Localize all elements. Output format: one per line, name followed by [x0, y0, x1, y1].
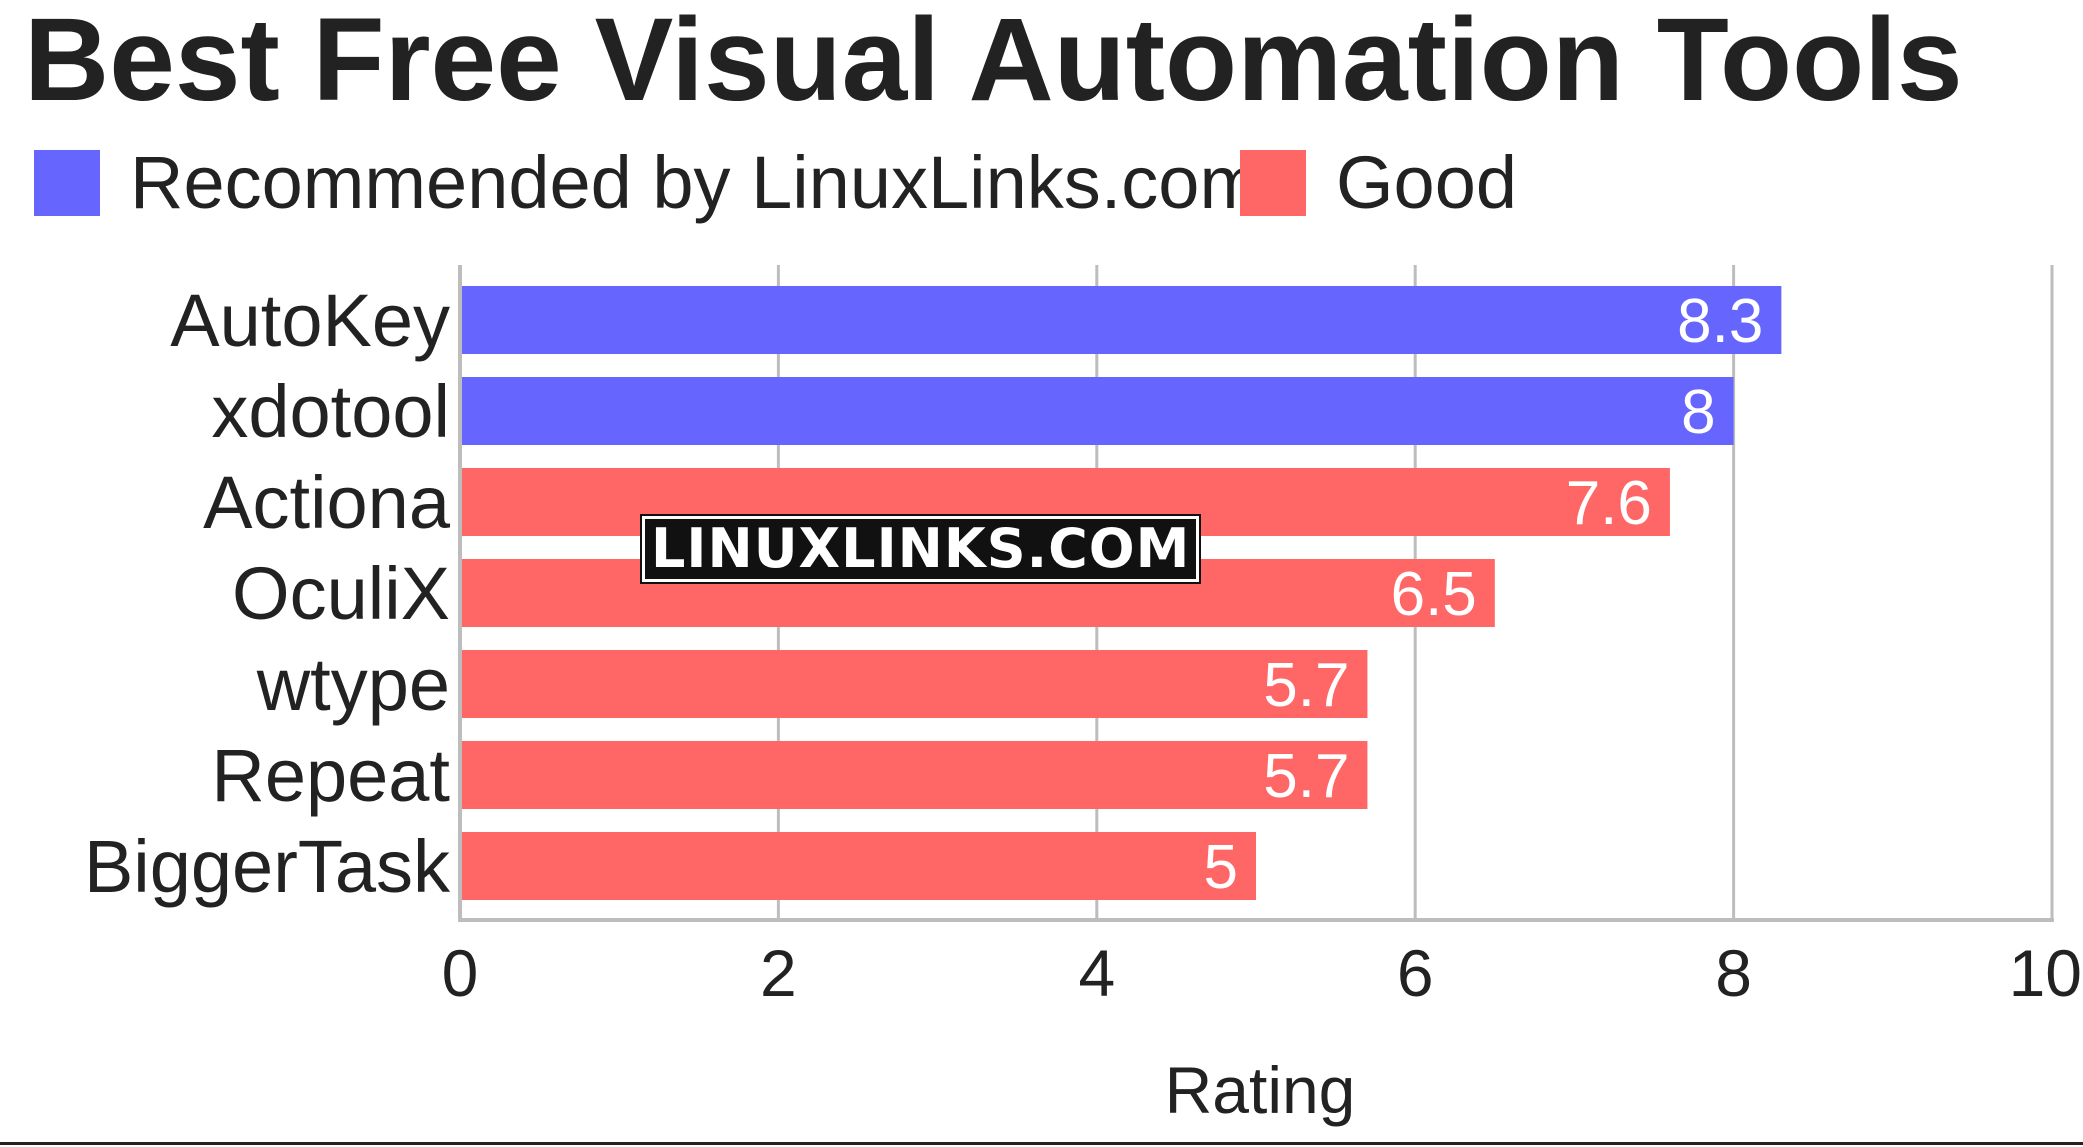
chart-title: Best Free Visual Automation Tools	[24, 0, 1963, 126]
category-label-oculix: OculiX	[232, 552, 450, 635]
x-tick-label-6: 6	[1397, 936, 1434, 1010]
value-labels: 8.3 8 7.6 6.5 5.7 5.7 5	[1204, 287, 1764, 902]
value-label-biggertask: 5	[1204, 833, 1238, 902]
x-tick-label-4: 4	[1078, 936, 1115, 1010]
value-label-repeat: 5.7	[1263, 742, 1349, 811]
bar-autokey	[460, 286, 1782, 354]
category-label-actiona: Actiona	[203, 461, 451, 544]
category-label-autokey: AutoKey	[170, 279, 450, 362]
legend: Recommended by LinuxLinks.com Good	[34, 141, 1517, 224]
category-labels: AutoKeyxdotoolActionaOculiXwtypeRepeatBi…	[84, 279, 451, 908]
value-label-xdotool: 8	[1681, 378, 1715, 447]
bar-wtype	[460, 650, 1368, 718]
category-label-biggertask: BiggerTask	[84, 825, 451, 908]
legend-swatch-recommended	[34, 150, 100, 216]
bar-xdotool	[460, 377, 1734, 445]
value-label-autokey: 8.3	[1677, 287, 1763, 356]
x-tick-label-8: 8	[1715, 936, 1752, 1010]
legend-label-recommended: Recommended by LinuxLinks.com	[130, 141, 1261, 224]
bar-biggertask	[460, 832, 1256, 900]
value-label-wtype: 5.7	[1263, 651, 1349, 720]
legend-swatch-good	[1240, 150, 1306, 216]
category-label-xdotool: xdotool	[211, 370, 450, 453]
x-axis-title: Rating	[1165, 1053, 1356, 1127]
bottom-rule	[0, 1142, 2083, 1145]
bars	[460, 286, 1782, 900]
legend-label-good: Good	[1336, 141, 1517, 224]
watermark-logo: LINUXLINKS.COM	[639, 514, 1202, 584]
category-label-repeat: Repeat	[211, 734, 450, 817]
value-label-oculix: 6.5	[1391, 560, 1477, 629]
value-label-actiona: 7.6	[1566, 469, 1652, 538]
category-label-wtype: wtype	[256, 643, 450, 726]
bar-repeat	[460, 741, 1368, 809]
x-tick-label-2: 2	[760, 936, 797, 1010]
x-axis: 0 2 4 6 8 10	[442, 265, 2082, 1010]
x-tick-label-10: 10	[2009, 936, 2082, 1010]
x-tick-label-0: 0	[442, 936, 479, 1010]
